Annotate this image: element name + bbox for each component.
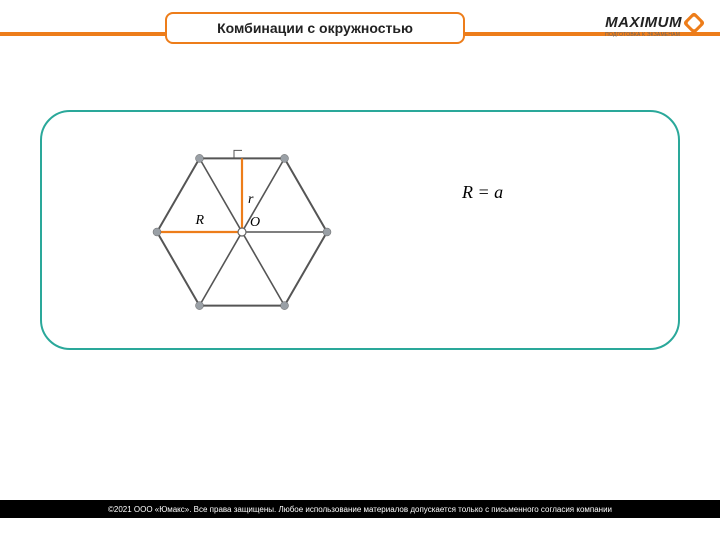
formula-R-eq-a: R = a: [462, 182, 503, 203]
footer-text: ©2021 ООО «Юмакс». Все права защищены. Л…: [108, 505, 612, 514]
logo-subtitle: ПОДГОТОВКА К ЭКЗАМЕНАМ: [605, 32, 680, 38]
page-title: Комбинации с окружностью: [165, 12, 465, 44]
content-card: O Rr R = a: [40, 110, 680, 350]
svg-text:O: O: [250, 215, 260, 230]
svg-text:r: r: [248, 192, 254, 207]
hexagon-diagram: O Rr: [132, 132, 352, 332]
footer-copyright: ©2021 ООО «Юмакс». Все права защищены. Л…: [0, 500, 720, 518]
formula-text: R = a: [462, 182, 503, 202]
brand-logo: MAXIMUM ПОДГОТОВКА К ЭКЗАМЕНАМ: [605, 14, 702, 38]
svg-text:R: R: [195, 213, 205, 228]
title-text: Комбинации с окружностью: [217, 20, 413, 36]
logo-icon: [683, 11, 706, 34]
logo-text: MAXIMUM: [605, 14, 682, 31]
